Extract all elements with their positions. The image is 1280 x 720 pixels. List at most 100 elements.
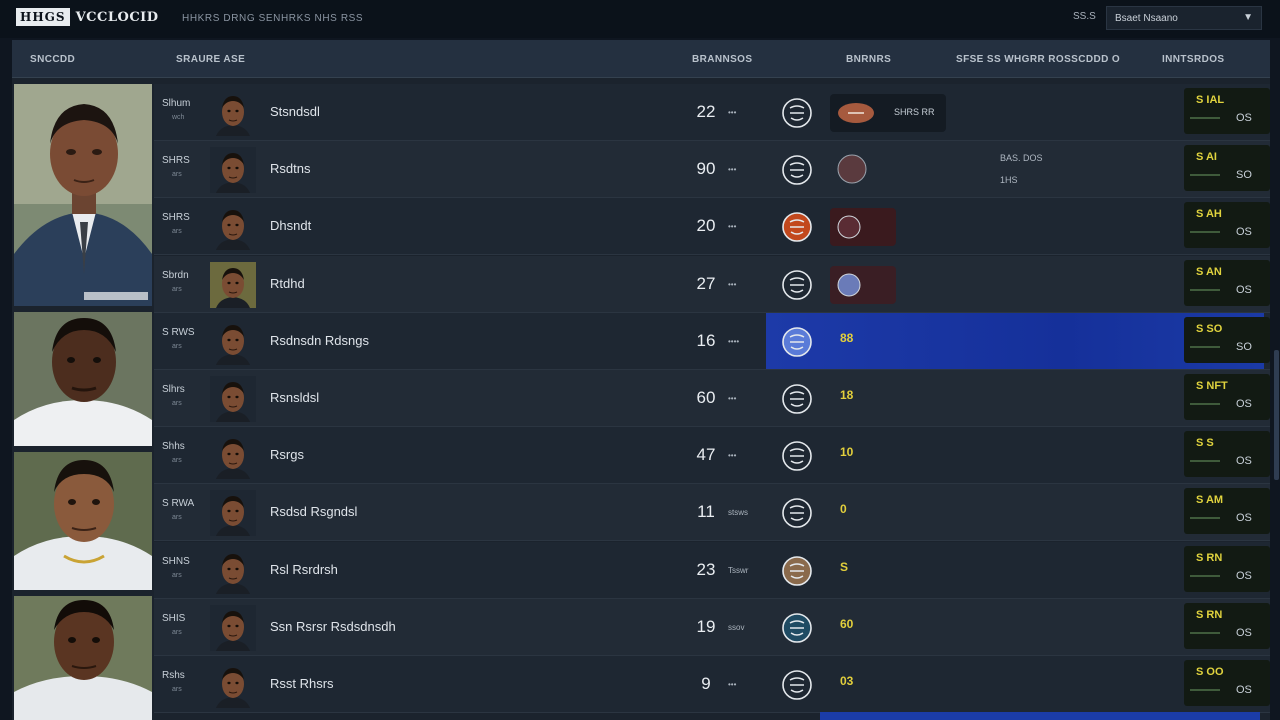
player-code: SHNS bbox=[162, 555, 190, 567]
table-row[interactable]: S RWS ars Rsdnsdn Rdsngs 16 •••• 88 S SO SO bbox=[154, 312, 1270, 370]
player-name[interactable]: Dhsndt bbox=[270, 218, 312, 234]
player-name[interactable]: Stsndsdl bbox=[270, 104, 320, 119]
item-card[interactable] bbox=[830, 94, 946, 132]
player-code: S RWS bbox=[162, 326, 195, 338]
team-logo-icon bbox=[782, 670, 812, 700]
header-col-2[interactable]: SRAURE ASE bbox=[176, 54, 246, 65]
rating-top: S SO bbox=[1196, 322, 1223, 335]
table-row[interactable]: Rshs ars Rsst Rhsrs 9 ••• 03 S OO OS bbox=[154, 656, 1270, 713]
logo-box: HHGS bbox=[16, 8, 70, 26]
player-name[interactable]: Ssn Rsrsr Rsdsdnsdh bbox=[270, 618, 396, 634]
table-row[interactable]: S RWA ars Rsdsd Rsgndsl 11 stsws 0 S AM OS bbox=[154, 484, 1270, 542]
rating-box[interactable]: S AM OS bbox=[1184, 488, 1270, 535]
header-col-1[interactable]: SNCCDD bbox=[30, 54, 76, 65]
player-name[interactable]: Rsnsldsl bbox=[270, 390, 320, 405]
game-logo[interactable]: HHGS VCCLOCID bbox=[16, 8, 159, 26]
player-code: SHRS bbox=[162, 155, 190, 167]
player-tag: stsws bbox=[728, 508, 748, 518]
player-value: 88 bbox=[840, 330, 854, 345]
player-number: 47 bbox=[696, 445, 716, 465]
player-name[interactable]: Rsdnsdn Rdsngs bbox=[270, 332, 369, 348]
item-card[interactable] bbox=[830, 265, 896, 304]
player-thumbnail[interactable] bbox=[210, 547, 256, 594]
player-number: 22 bbox=[696, 102, 716, 121]
header-col-3[interactable]: BRANNSOS bbox=[692, 54, 753, 65]
rating-box[interactable]: S RN OS bbox=[1184, 602, 1270, 649]
rating-box[interactable]: S SO SO bbox=[1184, 316, 1270, 363]
player-thumbnail[interactable] bbox=[210, 490, 256, 537]
team-select[interactable]: Bsaet Nsaano ▼ bbox=[1106, 6, 1262, 30]
table-row[interactable]: Sbrdn ars Rtdhd 27 ••• S AN OS bbox=[154, 255, 1270, 313]
team-logo-icon bbox=[782, 98, 812, 128]
table-row[interactable]: Slhrs ars Rsnsldsl 60 ••• 18 S NFT OS bbox=[154, 370, 1270, 427]
team-logo-icon bbox=[782, 212, 812, 243]
player-name[interactable]: Rsrgs bbox=[270, 447, 304, 463]
player-thumbnail[interactable] bbox=[210, 433, 256, 480]
team-logo-icon bbox=[782, 384, 812, 414]
rating-box[interactable]: S OO OS bbox=[1184, 660, 1270, 706]
player-code-sub: ars bbox=[172, 171, 182, 179]
scrollbar[interactable] bbox=[1274, 350, 1279, 480]
rating-top: S S bbox=[1196, 437, 1214, 450]
rating-box[interactable]: S IAL OS bbox=[1184, 88, 1270, 134]
player-number: 19 bbox=[696, 616, 716, 636]
rating-box[interactable]: S RN OS bbox=[1184, 545, 1270, 592]
table-row[interactable]: Slhum wch Stsndsdl 22 ••• SHRS RR S IAL OS bbox=[154, 84, 1270, 141]
rating-divider bbox=[1190, 517, 1220, 520]
player-name[interactable]: Rsst Rhsrs bbox=[270, 676, 334, 691]
rating-bottom: OS bbox=[1236, 455, 1252, 468]
player-code-sub: wch bbox=[172, 114, 185, 121]
rating-box[interactable]: S NFT OS bbox=[1184, 374, 1270, 420]
player-value: 0 bbox=[840, 502, 847, 517]
player-tag: •••• bbox=[728, 336, 740, 346]
player-code-sub: ars bbox=[172, 228, 182, 236]
header-col-6[interactable]: INNTSRDOS bbox=[1162, 54, 1225, 65]
player-code-sub: ars bbox=[172, 285, 182, 293]
rating-divider bbox=[1190, 345, 1220, 348]
rating-top: S OO bbox=[1196, 666, 1224, 678]
chevron-down-icon: ▼ bbox=[1243, 12, 1253, 23]
player-name[interactable]: Rsl Rsrdrsh bbox=[270, 561, 338, 577]
table-row[interactable]: SHRS ars Dhsndt 20 ••• S AH OS bbox=[154, 198, 1270, 256]
team-logo-icon bbox=[782, 612, 812, 643]
rating-bottom: OS bbox=[1236, 626, 1252, 639]
player-thumbnail[interactable] bbox=[210, 376, 256, 422]
helmet-icon bbox=[837, 215, 861, 239]
header-col-5[interactable]: SFSE SS WHGRR ROSSCDDD O bbox=[956, 54, 1121, 65]
team-logo-icon bbox=[782, 441, 812, 471]
table-row[interactable]: SHNS ars Rsl Rsrdrsh 23 Tsswr S S RN OS bbox=[154, 541, 1270, 599]
table-row[interactable]: Shhs ars Rsrgs 47 ••• 10 S S OS bbox=[154, 427, 1270, 485]
player-note-sub: 1HS bbox=[1000, 175, 1018, 186]
table-row[interactable]: SHIS ars Ssn Rsrsr Rsdsdnsdh 19 ssov 60 S R… bbox=[154, 598, 1270, 656]
player-name[interactable]: Rtdhd bbox=[270, 275, 305, 291]
team-logo-icon bbox=[782, 155, 812, 185]
rating-bottom: OS bbox=[1236, 112, 1252, 124]
player-name[interactable]: Rsdtns bbox=[270, 161, 311, 177]
rating-box[interactable]: S AN OS bbox=[1184, 259, 1270, 306]
item-card[interactable] bbox=[830, 208, 896, 247]
rating-box[interactable]: S AH OS bbox=[1184, 202, 1270, 249]
player-tag: ••• bbox=[728, 165, 737, 175]
player-thumbnail[interactable] bbox=[210, 90, 256, 136]
player-value: S bbox=[840, 559, 849, 574]
player-thumbnail[interactable] bbox=[210, 604, 256, 651]
player-tag: ••• bbox=[728, 279, 737, 289]
player-thumbnail[interactable] bbox=[210, 662, 256, 708]
player-thumbnail[interactable] bbox=[210, 204, 256, 251]
team-logo-icon bbox=[782, 326, 812, 357]
player-thumbnail[interactable] bbox=[210, 147, 256, 194]
player-thumbnail[interactable] bbox=[210, 318, 256, 365]
player-portrait[interactable] bbox=[14, 84, 152, 306]
player-code: SHIS bbox=[162, 612, 186, 624]
header-col-4[interactable]: BNRNRS bbox=[846, 54, 892, 65]
player-thumbnail[interactable] bbox=[210, 261, 256, 308]
rating-divider bbox=[1190, 288, 1220, 291]
player-portrait[interactable] bbox=[14, 312, 152, 446]
rating-box[interactable]: S S OS bbox=[1184, 431, 1270, 478]
rating-box[interactable]: S AI SO bbox=[1184, 145, 1270, 192]
player-portrait[interactable] bbox=[14, 452, 152, 590]
player-name[interactable]: Rsdsd Rsgndsl bbox=[270, 504, 358, 520]
player-portrait[interactable] bbox=[14, 596, 152, 720]
table-row[interactable]: SHRS ars Rsdtns 90 ••• BAS. DOS 1HS S AI SO bbox=[154, 141, 1270, 199]
rating-divider bbox=[1190, 174, 1220, 177]
